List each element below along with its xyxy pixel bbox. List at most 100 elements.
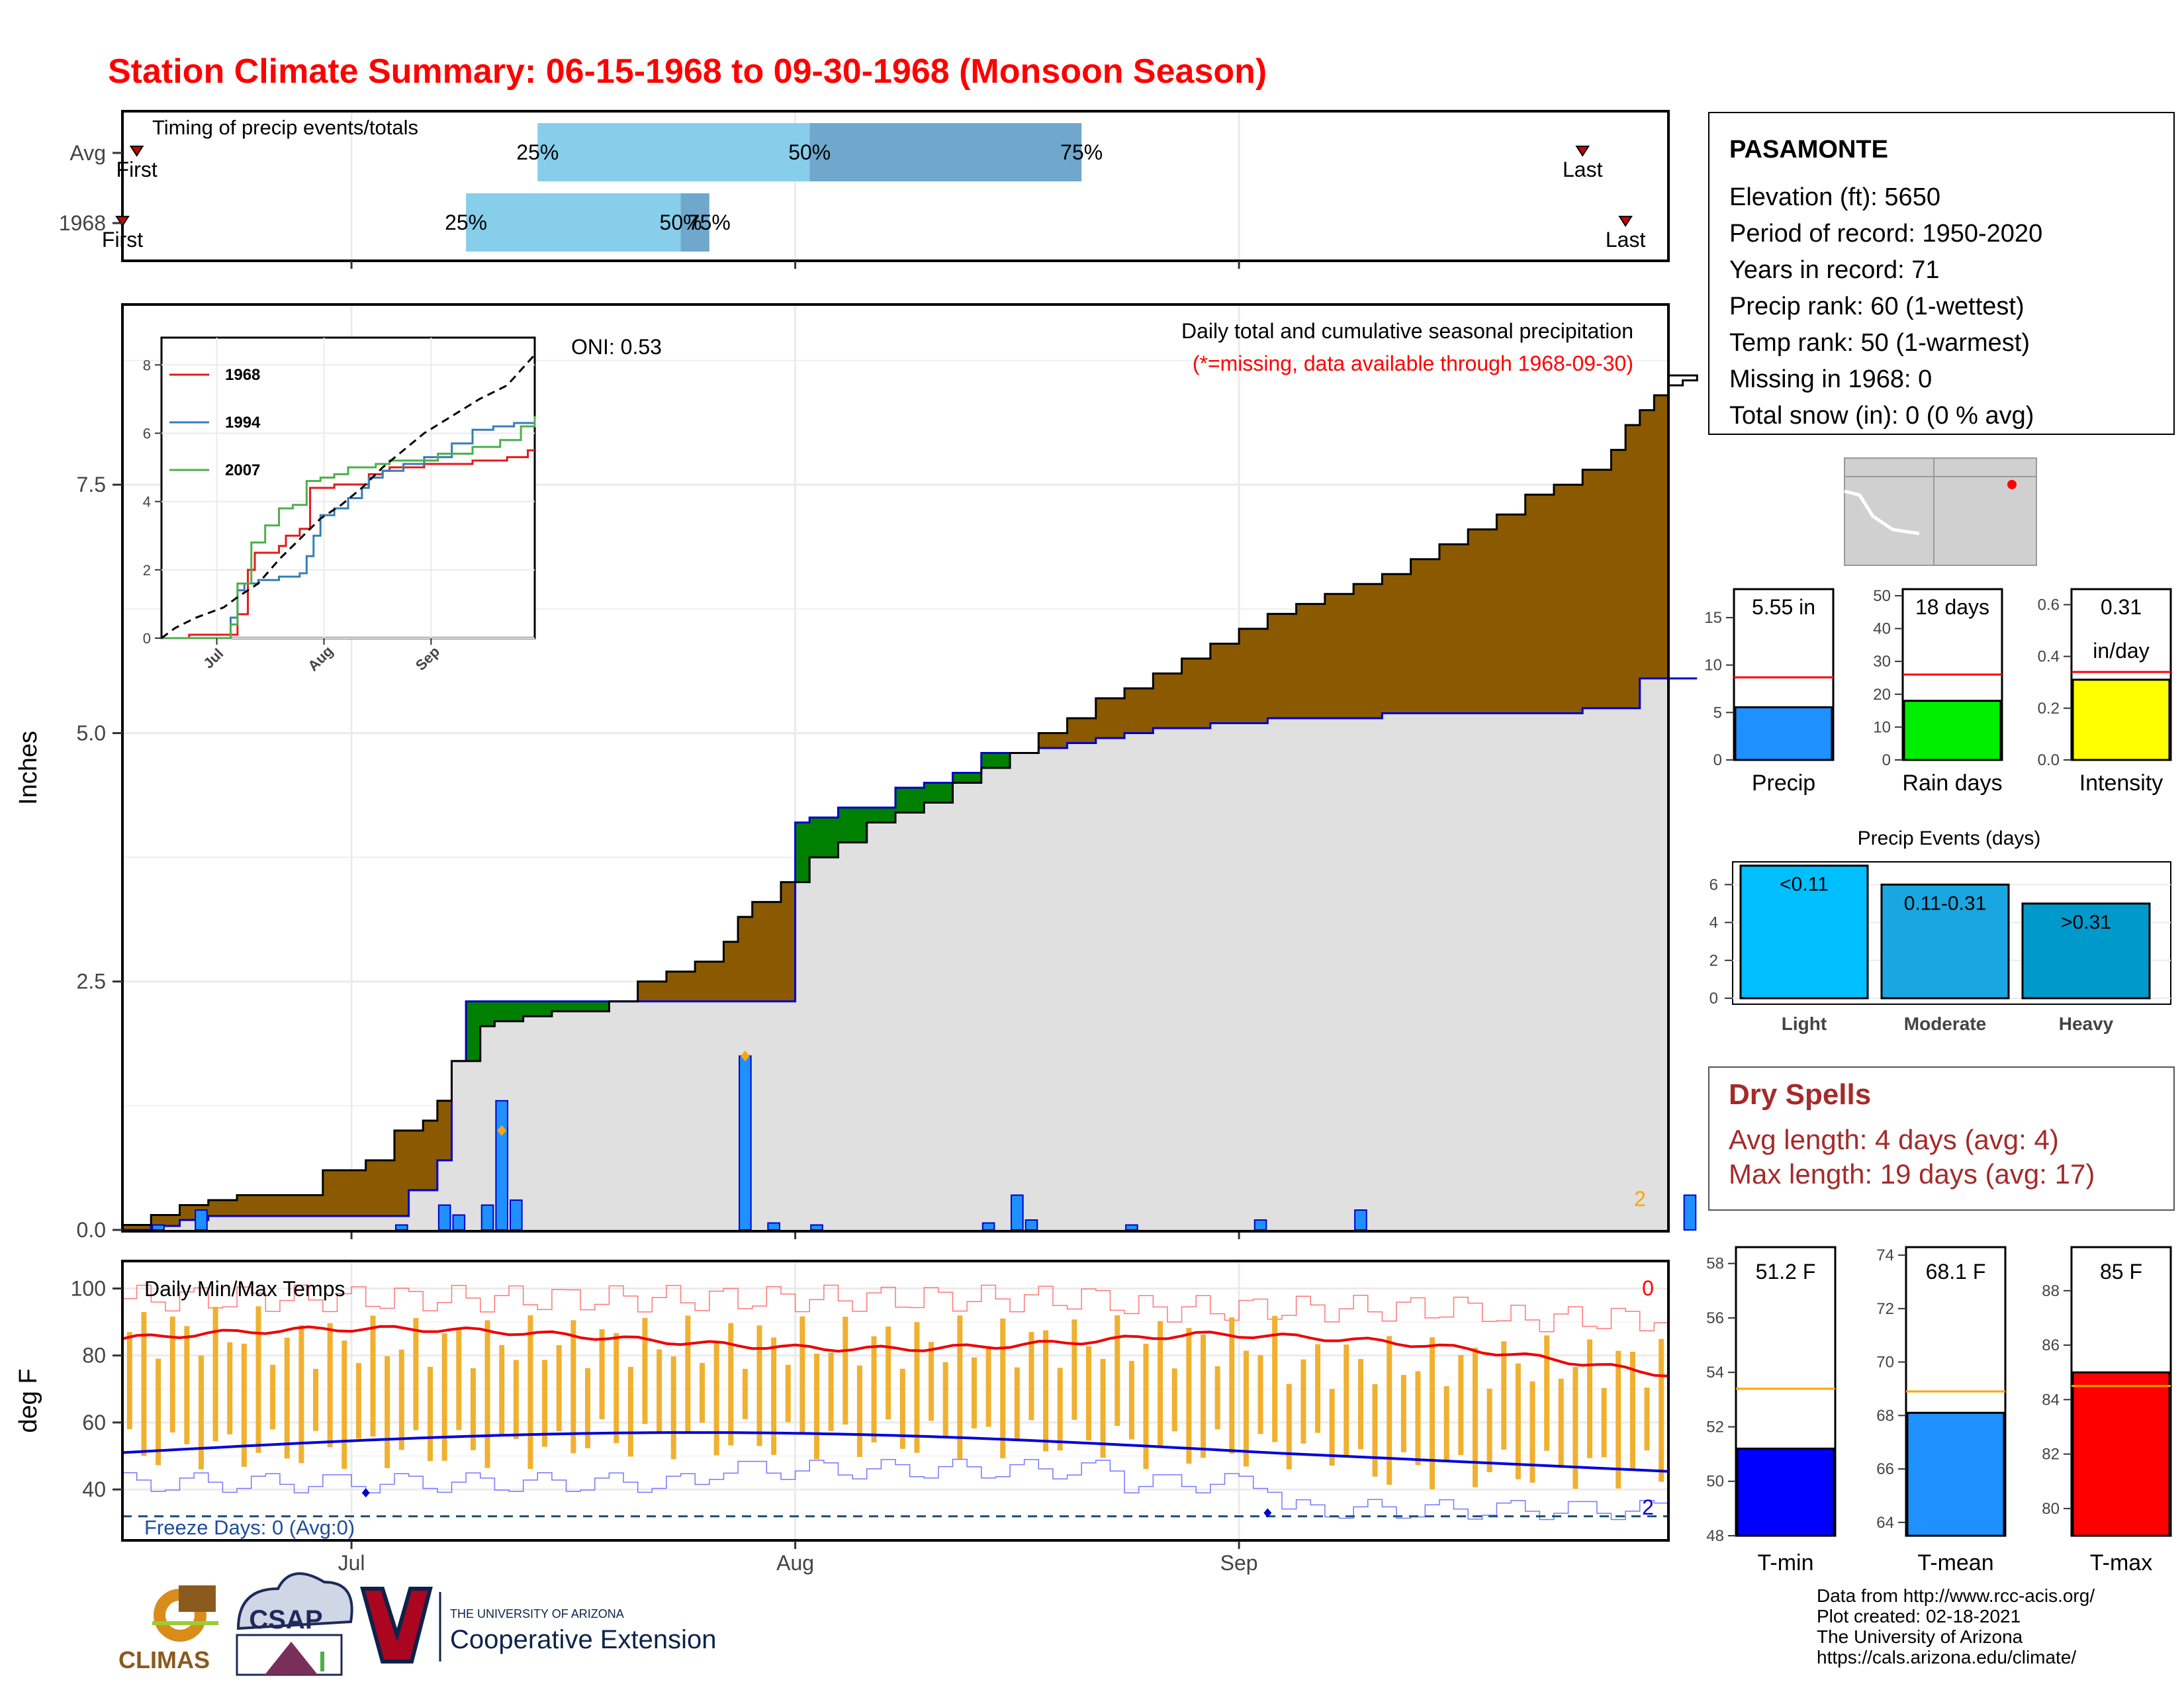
- event-category-label: Moderate: [1904, 1013, 1986, 1034]
- temp-summary-ytick-label: 88: [2042, 1282, 2060, 1300]
- precip-base-area: [1482, 713, 1497, 1230]
- precip-above-area: [1410, 559, 1426, 714]
- precip-ytick-label: 0.0: [77, 1218, 106, 1242]
- first-event-marker: [129, 146, 144, 157]
- precip-base-area: [279, 1215, 295, 1230]
- summary-ytick-label: 5: [1713, 704, 1722, 722]
- station-name: PASAMONTE: [1729, 136, 1888, 164]
- precip-above-area: [1067, 718, 1082, 743]
- precip-base-area: [623, 1001, 639, 1230]
- precip-base-area: [566, 1011, 581, 1230]
- precip-below-area: [895, 788, 911, 813]
- precip-above-area: [780, 882, 796, 1002]
- precip-base-area: [380, 1215, 395, 1230]
- precip-below-area: [594, 1001, 610, 1011]
- precip-base-area: [1496, 713, 1512, 1230]
- precip-above-area: [1553, 485, 1569, 714]
- precip-above-area: [738, 917, 753, 1002]
- precip-corner-value: 2: [1634, 1187, 1646, 1211]
- precip-above-area: [237, 1195, 252, 1216]
- precip-above-area: [1382, 574, 1397, 714]
- precip-base-area: [322, 1215, 338, 1230]
- precip-above-area: [1496, 514, 1512, 714]
- precip-base-area: [408, 1190, 424, 1230]
- temp-summary-label: T-max: [2090, 1550, 2152, 1575]
- timing-row-avg-label: Avg: [69, 141, 106, 165]
- precip-above-area: [709, 961, 724, 1002]
- daily-precip-bar: [195, 1209, 208, 1231]
- precip-base-area: [1525, 713, 1540, 1230]
- footer-line: Data from http://www.rcc-acis.org/: [1817, 1585, 2095, 1606]
- precip-base-area: [265, 1215, 281, 1230]
- precip-base-area: [1282, 718, 1297, 1230]
- precip-base-area: [1153, 727, 1168, 1230]
- precip-above-area: [1138, 688, 1154, 733]
- precip-above-area: [1239, 628, 1254, 724]
- station-info-line: Precip rank: 60 (1-wettest): [1729, 293, 2025, 320]
- precip-base-area: [666, 1001, 682, 1230]
- precip-base-area: [1067, 743, 1082, 1230]
- precip-base-area: [1582, 708, 1598, 1230]
- precip-base-area: [1296, 718, 1311, 1230]
- precip-below-area: [566, 1001, 581, 1011]
- precip-above-area: [752, 902, 767, 1002]
- temp-ylabel: deg F: [15, 1368, 42, 1432]
- temp-summary-ytick-label: 52: [1706, 1418, 1724, 1436]
- precip-above-area: [222, 1199, 238, 1216]
- month-label: Sep: [1220, 1551, 1258, 1575]
- precip-base-area: [1596, 708, 1612, 1230]
- precip-above-area: [337, 1170, 352, 1216]
- temp-summary-value: 68.1 F: [1926, 1260, 1986, 1284]
- summary-bar: [2071, 679, 2171, 761]
- precip-above-area: [380, 1160, 395, 1216]
- precip-base-area: [237, 1215, 252, 1230]
- precip-above-area: [265, 1195, 281, 1216]
- csap-logo: CSAP: [236, 1572, 353, 1676]
- precip-base-area: [709, 1001, 724, 1230]
- avg-min-temp-line: [122, 1431, 1669, 1473]
- precip-base-area: [766, 1001, 782, 1230]
- precip-above-area: [1353, 584, 1369, 718]
- temp-summary-label: T-mean: [1917, 1550, 1993, 1575]
- precip-ytick-label: 7.5: [77, 473, 106, 496]
- precip-base-area: [1553, 713, 1569, 1230]
- precip-above-area: [1453, 544, 1469, 714]
- first-event-label: First: [116, 158, 158, 181]
- temp-summary-ytick-label: 80: [2042, 1500, 2060, 1518]
- precip-base-area: [1038, 747, 1054, 1230]
- precip-below-area: [967, 773, 982, 783]
- temp-ytick-label: 80: [82, 1344, 106, 1368]
- precip-above-area: [279, 1195, 295, 1216]
- summary-value-unit: in/day: [2093, 639, 2149, 663]
- precip-below-area: [981, 753, 996, 768]
- precip-above-area: [1539, 494, 1555, 714]
- precip-above-area: [179, 1205, 195, 1220]
- precip-base-area: [337, 1215, 352, 1230]
- precip-above-area: [165, 1215, 181, 1226]
- climas-logo: CLIMAS: [118, 1585, 218, 1673]
- inset-ytick-label: 2: [143, 562, 151, 579]
- station-info-line: Elevation (ft): 5650: [1729, 183, 1940, 211]
- temp-summary-ytick-label: 54: [1706, 1364, 1724, 1382]
- precip-base-area: [1611, 708, 1626, 1230]
- precip-above-area: [1110, 698, 1125, 738]
- daily-precip-bar: [981, 1222, 995, 1231]
- precip-below-area: [938, 782, 954, 803]
- precip-below-area: [924, 782, 939, 803]
- footer: Data from http://www.rcc-acis.org/Plot c…: [118, 1572, 2095, 1676]
- precip-above-area: [1439, 544, 1455, 714]
- dry-spells-max: Max length: 19 days (avg: 17): [1729, 1158, 2095, 1190]
- precip-below-area: [909, 788, 925, 813]
- precip-base-area: [637, 1001, 653, 1230]
- events-title: Precip Events (days): [1858, 827, 2041, 849]
- precip-below-area: [881, 808, 896, 823]
- precip-above-area: [394, 1130, 410, 1216]
- summary-ytick-label: 15: [1704, 609, 1722, 627]
- precip-base-area: [179, 1219, 195, 1230]
- precip-above-area: [308, 1195, 324, 1216]
- station-location-marker: [2007, 480, 2017, 489]
- precip-base-area: [1081, 743, 1097, 1230]
- daily-precip-bar: [1024, 1219, 1038, 1231]
- temp-summary-ytick-label: 82: [2042, 1446, 2060, 1464]
- events-ytick-label: 0: [1709, 990, 1718, 1008]
